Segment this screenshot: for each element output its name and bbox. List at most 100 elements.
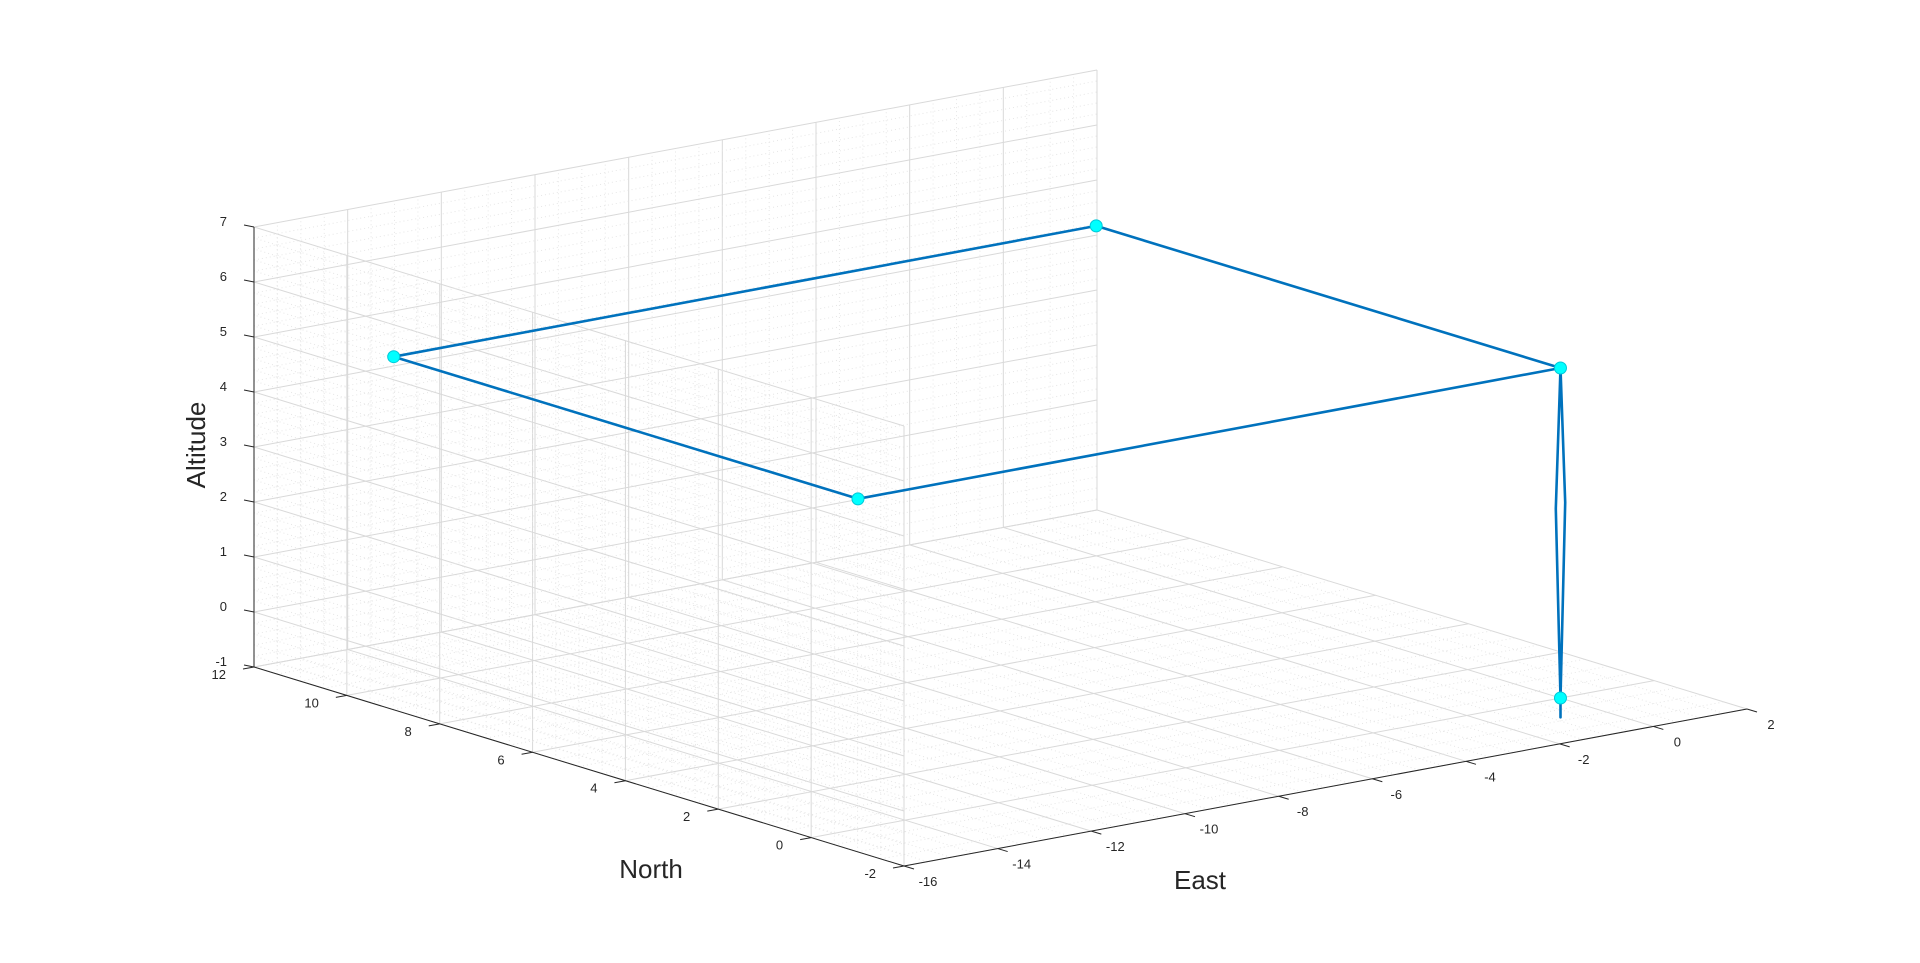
floor-grid-line bbox=[347, 649, 998, 850]
wall-minor-grid-line bbox=[253, 300, 1098, 459]
floor-grid-line bbox=[1096, 509, 1748, 710]
wall-minor-grid-line bbox=[253, 91, 1098, 250]
floor-minor-grid-line bbox=[277, 516, 1121, 675]
z-tick-mark bbox=[243, 554, 255, 558]
floor-minor-grid-line bbox=[671, 637, 1515, 796]
waypoint-marker bbox=[387, 350, 401, 364]
floor-grid-line bbox=[441, 631, 1092, 832]
x-tick-label: -6 bbox=[1391, 787, 1403, 802]
x-axis-label: East bbox=[1174, 865, 1227, 895]
floor-minor-grid-line bbox=[555, 601, 1399, 760]
wall-minor-grid-line bbox=[253, 157, 1098, 316]
wall-minor-grid-line bbox=[253, 322, 1098, 481]
floor-minor-grid-line bbox=[694, 644, 1539, 803]
waypoint-marker bbox=[851, 492, 865, 506]
z-tick-mark bbox=[243, 609, 255, 613]
z-tick-mark bbox=[243, 389, 255, 393]
floor-minor-grid-line bbox=[880, 701, 1724, 860]
x-tick-label: -2 bbox=[1578, 752, 1590, 767]
z-tick-label: 5 bbox=[220, 324, 227, 339]
y-tick-mark bbox=[800, 837, 812, 841]
x-tick-label: -12 bbox=[1106, 839, 1125, 854]
y-tick-label: 2 bbox=[683, 809, 690, 824]
wall-minor-grid-line bbox=[253, 487, 1098, 646]
floor-grid-line bbox=[346, 537, 1190, 696]
waypoint-marker bbox=[1553, 691, 1567, 705]
floor-minor-grid-line bbox=[578, 609, 1423, 767]
z-tick-mark bbox=[243, 664, 255, 668]
floor-grid-line bbox=[628, 596, 1279, 797]
trajectory-line bbox=[392, 224, 1567, 719]
wall-grid-line bbox=[253, 556, 905, 757]
wall-minor-grid-line bbox=[253, 190, 1098, 349]
y-tick-label: -2 bbox=[864, 866, 876, 881]
wall-minor-grid-line bbox=[253, 267, 1098, 426]
data-layer bbox=[387, 219, 1567, 719]
y-tick-label: 0 bbox=[776, 838, 783, 853]
wall-minor-grid-line bbox=[253, 325, 905, 526]
grid-layer bbox=[253, 69, 1748, 867]
x-tick-mark bbox=[1372, 778, 1383, 783]
x-tick-mark bbox=[997, 848, 1008, 853]
z-tick-label: 3 bbox=[220, 434, 227, 449]
wall-minor-grid-line bbox=[253, 135, 1098, 294]
x-tick-label: -16 bbox=[919, 874, 938, 889]
z-tick-mark bbox=[243, 499, 255, 503]
wall-minor-grid-line bbox=[253, 355, 1098, 514]
z-tick-label: 2 bbox=[220, 489, 227, 504]
wall-grid-line bbox=[253, 179, 1098, 338]
x-tick-mark bbox=[1746, 708, 1758, 713]
y-tick-mark bbox=[614, 780, 626, 784]
x-tick-label: -4 bbox=[1484, 769, 1496, 784]
wall-minor-grid-line bbox=[253, 421, 1098, 580]
wall-minor-grid-line bbox=[253, 377, 1098, 536]
y-tick-label: 12 bbox=[212, 667, 226, 682]
z-tick-mark bbox=[243, 224, 255, 228]
wall-grid-line bbox=[253, 226, 905, 427]
floor-minor-grid-line bbox=[369, 545, 1214, 704]
wall-minor-grid-line bbox=[253, 432, 1098, 591]
wall-minor-grid-line bbox=[253, 168, 1098, 327]
x-tick-mark bbox=[1559, 743, 1570, 748]
floor-minor-grid-line bbox=[602, 616, 1446, 775]
floor-minor-grid-line bbox=[323, 530, 1167, 689]
floor-minor-grid-line bbox=[416, 559, 1260, 718]
floor-minor-grid-line bbox=[277, 662, 928, 863]
x-tick-mark bbox=[1184, 813, 1196, 818]
wall-minor-grid-line bbox=[253, 212, 1098, 371]
floor-minor-grid-line bbox=[300, 523, 1144, 682]
floor-grid-line bbox=[625, 623, 1469, 782]
floor-grid-line bbox=[534, 614, 1186, 815]
z-axis-label: Altitude bbox=[181, 402, 211, 489]
y-tick-mark bbox=[707, 808, 719, 812]
y-tick-mark bbox=[892, 865, 905, 869]
floor-minor-grid-line bbox=[370, 644, 1022, 845]
floor-grid-line bbox=[1003, 526, 1654, 727]
z-tick-label: -1 bbox=[215, 654, 227, 669]
wall-minor-grid-line bbox=[253, 102, 1098, 261]
wall-minor-grid-line bbox=[253, 223, 1098, 382]
z-tick-mark bbox=[243, 444, 255, 448]
waypoint-marker bbox=[1553, 361, 1567, 375]
wall-minor-grid-line bbox=[253, 366, 1098, 525]
y-tick-mark bbox=[335, 694, 347, 698]
x-tick-label: 0 bbox=[1674, 734, 1681, 749]
y-tick-label: 10 bbox=[304, 695, 318, 710]
wall-grid-line bbox=[253, 399, 1098, 558]
wall-grid-line bbox=[253, 289, 1098, 448]
x-tick-label: -10 bbox=[1200, 822, 1219, 837]
wall-minor-grid-line bbox=[253, 146, 1098, 305]
wall-grid-line bbox=[253, 391, 905, 592]
wall-minor-grid-line bbox=[253, 80, 1098, 239]
wall-grid-line bbox=[253, 446, 905, 647]
wall-grid-line bbox=[253, 69, 1098, 228]
axis-layer: -16-14-12-10-8-6-4-202-2024681012-101234… bbox=[212, 214, 1775, 889]
wall-grid-line bbox=[253, 509, 1098, 668]
floor-minor-grid-line bbox=[857, 694, 1701, 853]
wall-grid-line bbox=[253, 501, 905, 702]
x-tick-mark bbox=[1465, 760, 1477, 765]
wall-minor-grid-line bbox=[253, 256, 1098, 415]
wall-grid-line bbox=[253, 344, 1098, 503]
